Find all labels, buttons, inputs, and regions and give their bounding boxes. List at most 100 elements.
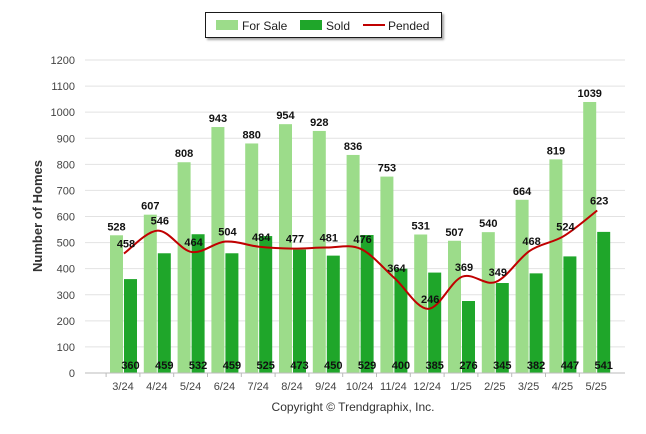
y-axis-ticks: 0 100 200 300 400 500 600 700 800 900 1000 1100 1200 — [51, 55, 75, 380]
sold-value-label: 382 — [527, 360, 545, 372]
y-tick-label: 400 — [57, 264, 75, 276]
sold-value-label: 532 — [189, 360, 207, 372]
x-tick-label: 5/25 — [585, 381, 606, 393]
sold-bar — [360, 235, 374, 373]
pended-value-label: 504 — [218, 227, 237, 239]
for-sale-value-label: 819 — [547, 145, 565, 157]
y-tick-label: 1100 — [51, 81, 75, 93]
sold-value-label: 525 — [257, 360, 275, 372]
bars — [110, 101, 611, 373]
sold-bar — [597, 231, 611, 373]
pended-value-label: 464 — [184, 237, 203, 249]
pended-value-label: 481 — [320, 233, 338, 245]
sold-value-label: 529 — [358, 360, 376, 372]
y-tick-label: 900 — [57, 133, 75, 145]
for-sale-bar — [481, 232, 495, 373]
legend-pended: Pended — [388, 19, 430, 33]
for-sale-value-label: 928 — [310, 117, 328, 129]
x-tick-label: 6/24 — [214, 381, 235, 393]
y-tick-label: 700 — [57, 185, 75, 197]
sold-bar — [124, 279, 137, 373]
pended-value-label: 364 — [387, 263, 406, 275]
x-tick-label: 7/24 — [247, 381, 268, 393]
x-tick-label: 10/24 — [346, 381, 374, 393]
sold-value-label: 450 — [324, 360, 342, 372]
sold-value-label: 360 — [121, 360, 139, 372]
for-sale-value-label: 836 — [344, 141, 362, 153]
x-tick-label: 1/25 — [450, 381, 471, 393]
sold-bar — [259, 236, 273, 373]
for-sale-swatch — [216, 20, 238, 30]
for-sale-value-label: 528 — [107, 221, 125, 233]
x-tick-label: 12/24 — [413, 381, 441, 393]
x-tick-label: 4/24 — [146, 381, 167, 393]
x-tick-label: 4/25 — [552, 381, 573, 393]
sold-bar — [428, 272, 442, 373]
pended-value-label: 546 — [151, 216, 169, 228]
sold-bar — [326, 255, 340, 373]
sold-swatch — [300, 20, 322, 30]
for-sale-value-label: 753 — [378, 163, 396, 175]
pended-value-label: 477 — [286, 234, 304, 246]
data-labels: 528 360 458 607 459 546 808 532 464 943 459 504 880 5… — [107, 88, 613, 372]
pended-value-label: 623 — [590, 196, 608, 208]
copyright: Copyright © Trendgraphix, Inc. — [271, 400, 435, 414]
legend: For Sale Sold Pended — [205, 12, 442, 38]
for-sale-value-label: 880 — [243, 129, 261, 141]
x-tick-label: 11/24 — [380, 381, 407, 393]
pended-value-label: 349 — [489, 267, 507, 279]
x-tick-label: 9/24 — [315, 381, 336, 393]
sold-bar — [462, 301, 475, 373]
legend-for-sale: For Sale — [242, 19, 288, 33]
for-sale-value-label: 607 — [141, 201, 159, 213]
for-sale-value-label: 664 — [513, 186, 532, 198]
x-tick-label: 3/24 — [112, 381, 133, 393]
sold-bar — [225, 253, 239, 373]
for-sale-bar — [211, 127, 225, 373]
y-tick-label: 1200 — [51, 55, 75, 67]
for-sale-bar — [583, 101, 597, 373]
pended-line — [123, 209, 598, 310]
sold-bar — [495, 283, 509, 373]
sold-value-label: 276 — [459, 360, 477, 372]
y-axis-label: Number of Homes — [30, 160, 45, 272]
sold-value-label: 345 — [493, 360, 511, 372]
for-sale-value-label: 943 — [209, 113, 227, 125]
sold-bar — [191, 234, 205, 373]
for-sale-bar — [549, 159, 563, 373]
for-sale-value-label: 507 — [445, 227, 463, 239]
y-tick-label: 600 — [57, 212, 75, 224]
x-tick-label: 3/25 — [518, 381, 539, 393]
y-tick-label: 800 — [57, 159, 75, 171]
legend-sold: Sold — [326, 19, 351, 33]
for-sale-value-label: 1039 — [577, 88, 601, 100]
for-sale-bar — [346, 154, 360, 373]
sold-value-label: 541 — [595, 360, 613, 372]
for-sale-bar — [312, 130, 326, 373]
y-tick-label: 100 — [57, 342, 75, 354]
sold-value-label: 459 — [155, 360, 173, 372]
pended-value-label: 484 — [252, 232, 271, 244]
pended-series-line — [123, 209, 598, 310]
for-sale-bar — [380, 176, 394, 373]
for-sale-bar — [110, 235, 123, 373]
y-tick-label: 0 — [69, 368, 75, 380]
pended-swatch — [363, 24, 385, 26]
sold-bar — [529, 273, 543, 373]
for-sale-bar — [245, 143, 259, 373]
pended-value-label: 468 — [522, 236, 540, 248]
y-tick-label: 1000 — [51, 107, 75, 119]
y-tick-label: 200 — [57, 316, 75, 328]
for-sale-bar — [515, 199, 529, 373]
for-sale-bar — [143, 214, 157, 373]
x-tick-label: 8/24 — [281, 381, 302, 393]
y-tick-label: 500 — [57, 238, 75, 250]
for-sale-bar — [448, 240, 461, 373]
for-sale-value-label: 808 — [175, 148, 193, 160]
sold-bar — [157, 253, 171, 373]
sold-value-label: 473 — [290, 360, 308, 372]
sold-bar — [293, 249, 306, 373]
pended-value-label: 458 — [117, 239, 135, 251]
sold-bar — [394, 268, 408, 373]
